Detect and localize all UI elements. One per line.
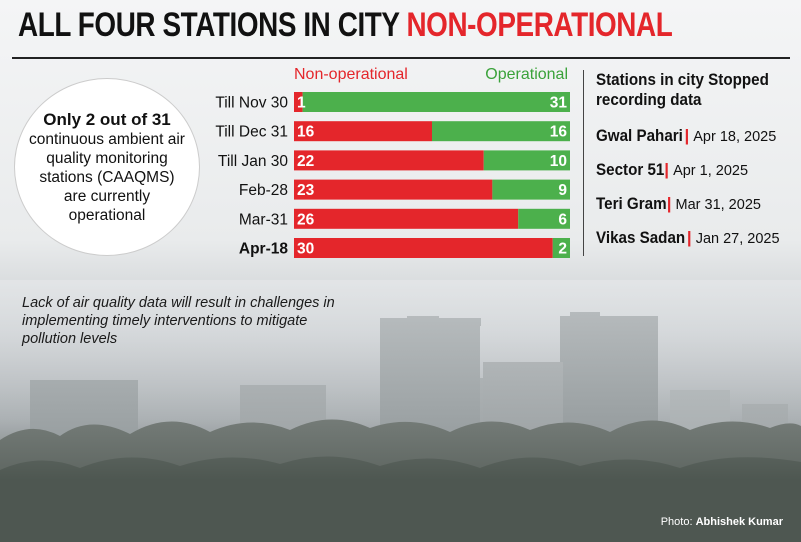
category-label: Till Jan 30	[218, 153, 288, 170]
value-label-operational: 16	[550, 124, 568, 141]
credit-prefix: Photo:	[660, 516, 696, 528]
category-label: Mar-31	[239, 211, 288, 228]
bar-non-operational	[294, 179, 493, 200]
value-label-non-operational: 1	[297, 95, 306, 112]
category-label: Feb-28	[239, 182, 288, 199]
panel-divider	[583, 70, 584, 256]
bar-non-operational	[294, 150, 484, 171]
bar-operational	[518, 208, 570, 229]
station-row: Teri Gram| Mar 31, 2025	[596, 194, 761, 214]
station-row: Sector 51| Apr 1, 2025	[596, 160, 748, 180]
callout-lead: Only 2 out of 31	[43, 109, 171, 129]
value-label-operational: 31	[550, 95, 568, 112]
value-label-non-operational: 16	[297, 124, 315, 141]
callout-body: continuous ambient air quality monitorin…	[29, 130, 185, 224]
callout-circle: Only 2 out of 31 continuous ambient air …	[14, 78, 200, 256]
station-date: Jan 27, 2025	[695, 231, 780, 247]
headline-highlight: NON-OPERATIONAL	[406, 6, 673, 44]
footnote: Lack of air quality data will result in …	[22, 295, 335, 347]
value-label-non-operational: 23	[297, 182, 315, 199]
station-name: Gwal Pahari	[596, 127, 683, 145]
photo-credit: Photo: Abhishek Kumar	[661, 516, 783, 528]
legend-operational: Operational	[485, 66, 568, 83]
bar-operational	[483, 150, 570, 171]
bar-non-operational	[294, 92, 303, 112]
headline-rule	[12, 57, 790, 59]
station-row: Gwal Pahari| Apr 18, 2025	[596, 126, 776, 146]
separator-bar: |	[664, 160, 670, 179]
bar-non-operational	[294, 208, 519, 229]
category-label: Apr-18	[239, 241, 288, 258]
bar-operational	[432, 121, 570, 142]
value-label-operational: 9	[558, 182, 567, 199]
value-label-operational: 2	[558, 241, 567, 258]
headline: ALL FOUR STATIONS IN CITY NON-OPERATIONA…	[18, 6, 673, 45]
legend-non-operational: Non-operational	[294, 66, 408, 83]
credit-name: Abhishek Kumar	[695, 516, 783, 528]
bar-operational	[552, 238, 570, 258]
value-label-non-operational: 26	[297, 211, 315, 228]
station-name: Teri Gram	[596, 195, 667, 213]
value-label-non-operational: 22	[297, 153, 314, 170]
station-date: Apr 18, 2025	[693, 129, 777, 145]
station-row: Vikas Sadan | Jan 27, 2025	[596, 228, 780, 248]
category-label: Till Dec 31	[215, 124, 288, 141]
panel-title: Stations in city Stopped recording data	[596, 71, 769, 109]
separator-bar: |	[686, 228, 692, 247]
separator-bar: |	[666, 194, 672, 213]
bar-operational	[302, 92, 570, 112]
value-label-operational: 10	[550, 153, 567, 170]
bar-non-operational	[294, 121, 432, 142]
station-date: Apr 1, 2025	[673, 163, 749, 179]
headline-text: ALL FOUR STATIONS IN CITY	[18, 6, 407, 44]
category-label: Till Nov 30	[215, 95, 288, 112]
station-name: Vikas Sadan	[596, 229, 686, 247]
bar-non-operational	[294, 238, 553, 258]
value-label-non-operational: 30	[297, 241, 314, 258]
separator-bar: |	[684, 126, 690, 145]
station-name: Sector 51	[596, 161, 665, 179]
value-label-operational: 6	[558, 211, 567, 228]
bar-operational	[492, 179, 570, 200]
station-date: Mar 31, 2025	[675, 197, 761, 213]
